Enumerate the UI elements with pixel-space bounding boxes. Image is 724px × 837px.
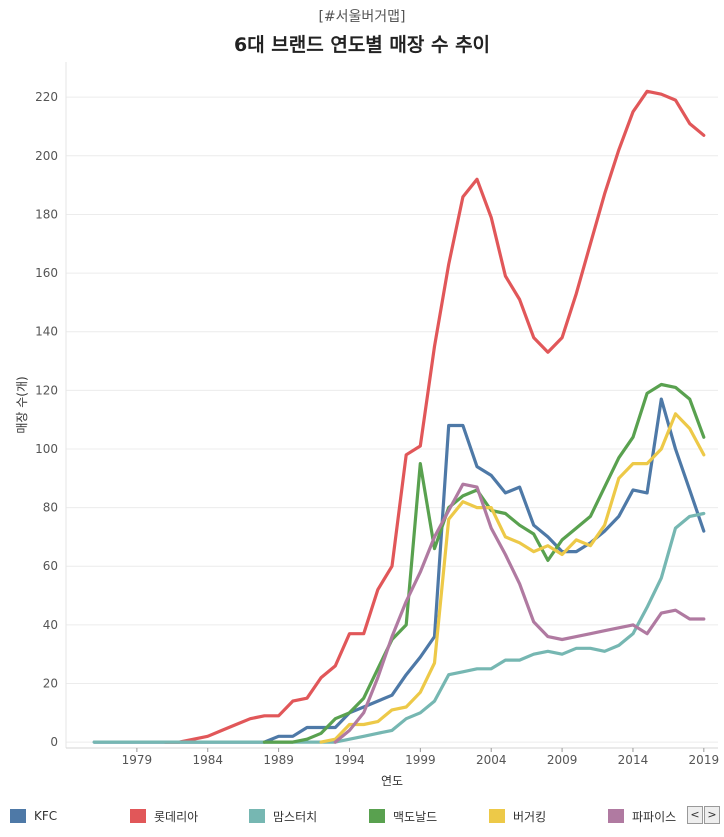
y-tick-label: 180 [35, 207, 58, 221]
y-axis-label: 매장 수(개) [15, 376, 29, 433]
legend-item-momstouch[interactable]: 맘스터치 [249, 806, 317, 826]
legend: KFC 롯데리아 맘스터치 맥도날드 버거킹 파파이스 [0, 806, 724, 830]
y-tick-label: 160 [35, 266, 58, 280]
legend-scroll-controls: < > [686, 806, 720, 824]
y-axis-ticks: 0 20 40 60 80 100 120 140 160 180 200 220 [35, 90, 58, 749]
legend-label: 맥도날드 [393, 809, 438, 824]
series-line-파파이스[interactable] [333, 482, 706, 744]
x-tick-label: 1979 [122, 753, 153, 767]
y-tick-label: 60 [43, 559, 58, 573]
series-line-맥도날드[interactable] [262, 382, 706, 744]
x-tick-label: 2004 [476, 753, 507, 767]
x-axis-ticks: 1979 1984 1989 1994 1999 2004 2009 2014 2019 [122, 748, 720, 767]
series-lines [92, 89, 706, 744]
series-line-버거킹[interactable] [319, 412, 706, 744]
legend-swatch [369, 809, 385, 823]
series-line-롯데리아[interactable] [163, 89, 706, 744]
x-tick-label: 2014 [618, 753, 649, 767]
legend-label: 롯데리아 [154, 809, 199, 824]
series-line-맘스터치[interactable] [92, 511, 706, 744]
legend-item-popeyes[interactable]: 파파이스 [608, 806, 676, 826]
gridlines [65, 62, 718, 749]
y-tick-label: 80 [43, 501, 58, 515]
legend-label: KFC [34, 809, 58, 823]
y-tick-label: 0 [50, 735, 58, 749]
x-tick-label: 1984 [192, 753, 223, 767]
x-tick-label: 2019 [689, 753, 720, 767]
legend-item-burgerking[interactable]: 버거킹 [489, 806, 546, 826]
x-tick-label: 1999 [405, 753, 436, 767]
x-axis-label: 연도 [381, 774, 403, 788]
legend-item-lotteria[interactable]: 롯데리아 [130, 806, 198, 826]
x-tick-label: 1989 [263, 753, 294, 767]
x-tick-label: 1994 [334, 753, 365, 767]
y-tick-label: 100 [35, 442, 58, 456]
scroll-right-button[interactable]: > [704, 806, 720, 824]
legend-label: 파파이스 [632, 809, 677, 824]
legend-swatch [130, 809, 146, 823]
series-line-KFC[interactable] [92, 397, 706, 744]
chart-title: 6대 브랜드 연도별 매장 수 추이 [233, 34, 491, 56]
legend-swatch [489, 809, 505, 823]
y-tick-label: 40 [43, 618, 58, 632]
y-tick-label: 140 [35, 325, 58, 339]
y-tick-label: 120 [35, 383, 58, 397]
legend-label: 맘스터치 [273, 809, 318, 824]
legend-label: 버거킹 [513, 809, 547, 824]
legend-swatch [249, 809, 265, 823]
y-tick-label: 20 [43, 677, 58, 691]
scroll-left-button[interactable]: < [687, 806, 703, 824]
y-tick-label: 220 [35, 90, 58, 104]
y-tick-label: 200 [35, 149, 58, 163]
legend-item-kfc[interactable]: KFC [10, 806, 57, 826]
x-tick-label: 2009 [547, 753, 578, 767]
legend-swatch [608, 809, 624, 823]
legend-item-mcdonalds[interactable]: 맥도날드 [369, 806, 437, 826]
chart-subtitle: [#서울버거맵] [318, 9, 406, 25]
legend-swatch [10, 809, 26, 823]
